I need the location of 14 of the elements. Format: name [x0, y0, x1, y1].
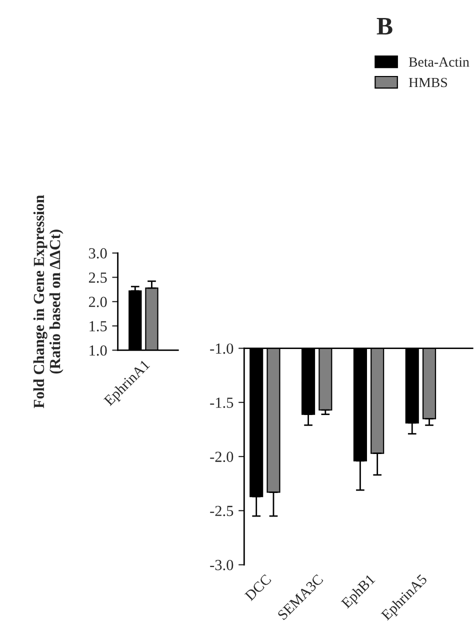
text: B [376, 18, 392, 34]
y-tick-label: 2.5 [88, 272, 107, 283]
legend-label: Beta-Actin [408, 57, 470, 67]
y-tick-label: -1.0 [210, 343, 234, 354]
y-tick-label: -1.5 [210, 398, 234, 408]
y-tick-label: 1.0 [90, 345, 107, 356]
y-tick-label: -2.0 [210, 452, 234, 462]
y-axis-title: Fold Change in Gene Expression (Ratio based on ΔΔCt) [33, 195, 64, 408]
y-tick-label: -2.5 [210, 506, 234, 516]
legend-label: HMBS [408, 78, 448, 88]
y-tick-label: 1.5 [90, 321, 107, 332]
y-tick-label: -3.0 [210, 560, 234, 570]
y-tick-label: 2.0 [88, 296, 107, 308]
y-tick-label: 3.0 [89, 248, 107, 259]
